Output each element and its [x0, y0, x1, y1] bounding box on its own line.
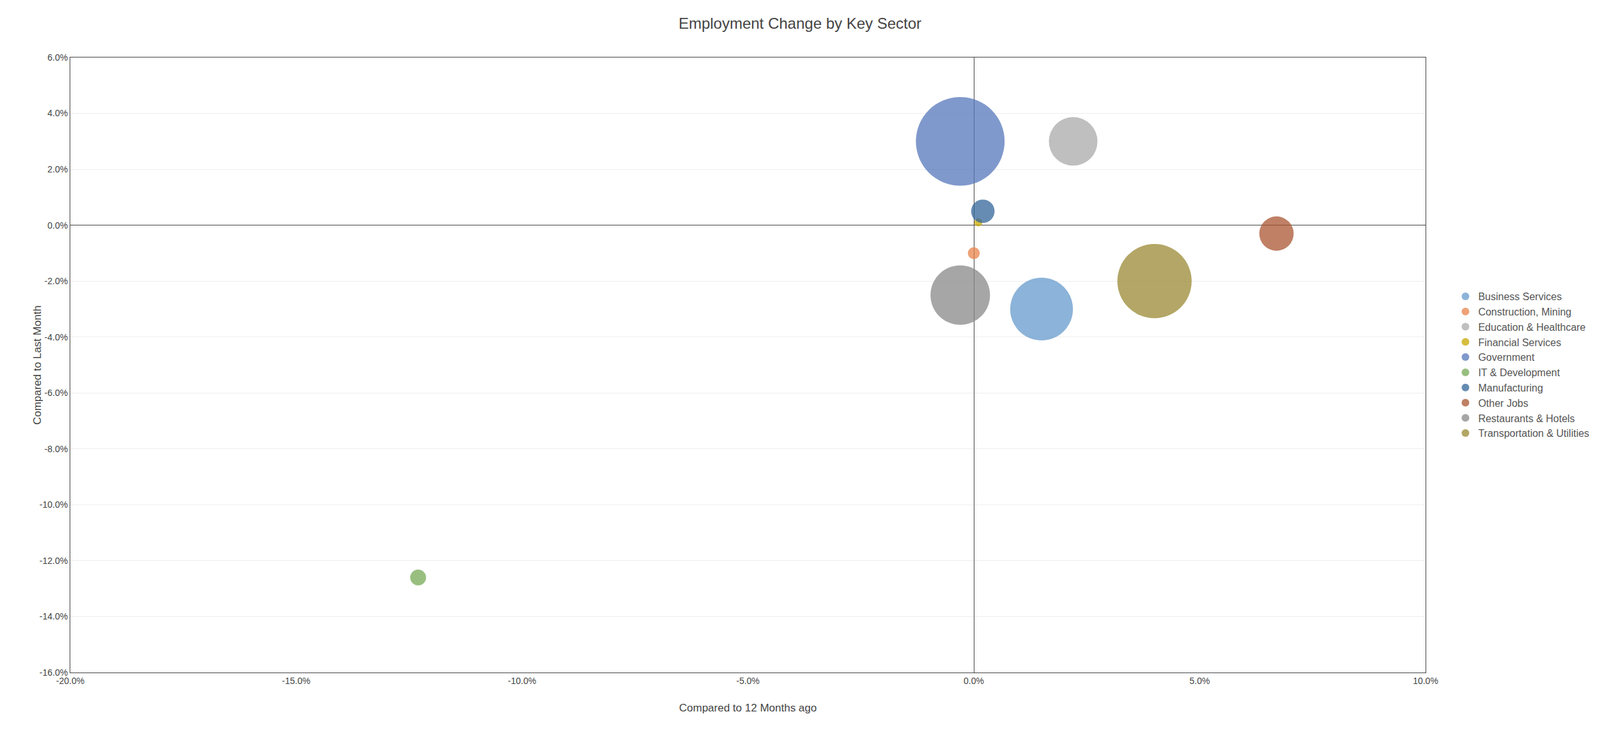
svg-text:-10.0%: -10.0%: [39, 499, 68, 510]
svg-text:2.0%: 2.0%: [47, 164, 68, 175]
svg-text:-4.0%: -4.0%: [44, 332, 69, 343]
svg-text:Business Services: Business Services: [1477, 291, 1562, 303]
svg-text:Compared to Last Month: Compared to Last Month: [31, 305, 44, 425]
svg-text:Construction, Mining: Construction, Mining: [1477, 306, 1572, 318]
svg-text:-15.0%: -15.0%: [281, 676, 310, 687]
svg-text:-16.0%: -16.0%: [39, 667, 68, 678]
svg-text:Other Jobs: Other Jobs: [1477, 398, 1528, 409]
svg-text:-10.0%: -10.0%: [507, 676, 537, 687]
svg-text:Financial Services: Financial Services: [1477, 337, 1562, 349]
svg-text:5.0%: 5.0%: [1189, 676, 1211, 687]
svg-text:Government: Government: [1477, 352, 1535, 363]
svg-text:Manufacturing: Manufacturing: [1477, 382, 1543, 394]
svg-text:0.0%: 0.0%: [47, 220, 68, 231]
svg-text:10.0%: 10.0%: [1412, 676, 1439, 687]
svg-text:Employment Change by Key Secto: Employment Change by Key Sector: [678, 14, 922, 32]
svg-text:-8.0%: -8.0%: [44, 444, 69, 455]
svg-text:-2.0%: -2.0%: [44, 276, 69, 287]
svg-text:Compared to 12 Months ago: Compared to 12 Months ago: [679, 702, 817, 715]
svg-text:-14.0%: -14.0%: [39, 611, 68, 622]
svg-text:Restaurants & Hotels: Restaurants & Hotels: [1477, 413, 1575, 425]
svg-text:6.0%: 6.0%: [47, 52, 68, 63]
svg-text:Transportation & Utilities: Transportation & Utilities: [1477, 428, 1590, 439]
svg-text:-12.0%: -12.0%: [39, 555, 68, 567]
svg-text:Education & Healthcare: Education & Healthcare: [1477, 322, 1586, 333]
svg-text:-6.0%: -6.0%: [44, 387, 69, 399]
svg-text:-5.0%: -5.0%: [736, 676, 760, 687]
svg-text:-20.0%: -20.0%: [56, 676, 85, 687]
svg-text:4.0%: 4.0%: [47, 107, 68, 119]
svg-text:IT & Development: IT & Development: [1477, 367, 1560, 379]
svg-text:0.0%: 0.0%: [963, 676, 985, 687]
